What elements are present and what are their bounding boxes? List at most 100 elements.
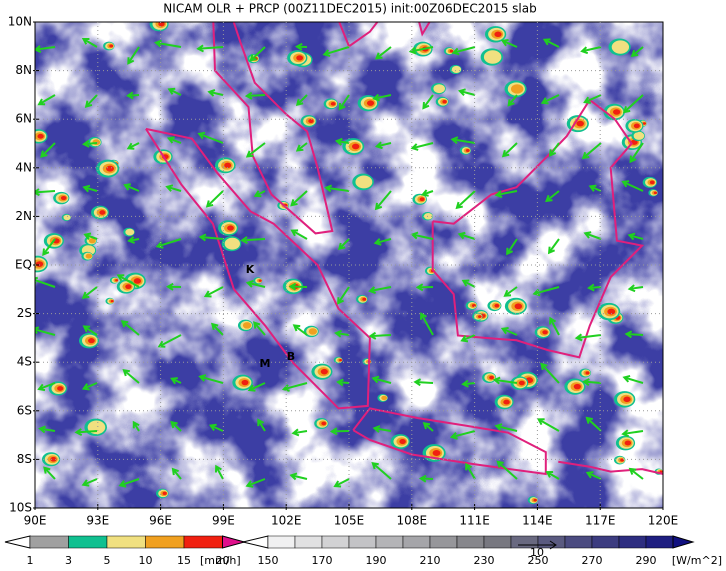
wind-arrow: [457, 88, 476, 96]
wind-arrow: [622, 94, 644, 114]
precip-cell: [115, 279, 119, 282]
precip-cell: [449, 49, 454, 53]
colorbar-label: 230: [474, 554, 495, 567]
wind-arrow: [247, 382, 266, 392]
precip-cell: [242, 322, 252, 329]
wind-arrow: [585, 471, 602, 480]
lon-label: 111E: [459, 514, 490, 528]
bar-segment: [591, 535, 620, 549]
colorbar-label: 170: [312, 554, 333, 567]
lon-label: 90E: [24, 514, 47, 528]
wind-arrow: [333, 478, 350, 488]
wind-arrow: [457, 231, 476, 240]
precip-cell: [158, 22, 165, 27]
precip-cell: [88, 338, 95, 344]
wind-arrow: [410, 231, 434, 240]
wind-arrow: [492, 376, 518, 385]
wind-arrow: [465, 462, 476, 480]
wind-arrow: [240, 236, 266, 245]
wind-arrow: [374, 190, 392, 211]
precip-cell: [451, 65, 462, 74]
wind-arrow: [408, 46, 434, 55]
wind-arrow: [127, 236, 140, 244]
precip-cell: [99, 210, 106, 215]
wind-arrow: [37, 382, 56, 392]
precip-cell: [471, 303, 476, 307]
bar-segment: [348, 535, 377, 549]
precip-cell: [366, 100, 375, 106]
lon-label: 105E: [334, 514, 365, 528]
precip-cell: [37, 133, 44, 139]
colorbar-unit: [W/m^2]: [672, 554, 722, 567]
precip-cell: [381, 395, 388, 401]
wind-arrow: [40, 142, 56, 158]
precip-cell: [433, 84, 445, 94]
precip-cell: [653, 191, 658, 195]
bar-segment: [564, 535, 593, 549]
precip-cell: [85, 253, 93, 259]
precip-cell: [510, 84, 524, 94]
wind-arrow: [460, 334, 476, 343]
precip-cell: [542, 330, 548, 335]
wind-arrow: [84, 94, 98, 108]
wind-arrow: [422, 94, 434, 110]
wind-arrow: [580, 46, 602, 55]
wind-arrow: [245, 478, 266, 488]
precip-cell: [478, 315, 482, 318]
wind-arrow: [157, 334, 182, 348]
precip-cell: [533, 498, 537, 502]
wind-arrow: [257, 418, 266, 432]
wind-arrow: [624, 330, 644, 339]
wind-arrow: [208, 423, 224, 432]
wind-arrow: [83, 232, 98, 240]
wind-arrow: [410, 142, 434, 151]
lon-label: 102E: [271, 514, 302, 528]
precip-cell: [35, 261, 44, 267]
lat-label: 4S: [17, 355, 32, 369]
precip-cell: [355, 175, 373, 189]
wind-arrow: [422, 422, 434, 432]
wind-arrow: [587, 283, 602, 292]
wind-arrow: [494, 423, 518, 432]
precip-cell: [110, 299, 114, 303]
precip-cell: [489, 375, 494, 380]
wind-arrow: [506, 238, 518, 256]
colorbar-label: 3: [65, 554, 72, 567]
wind-arrow: [368, 331, 392, 340]
wind-arrow: [413, 378, 434, 387]
bar-segment: [29, 535, 69, 549]
lon-label: 96E: [149, 514, 172, 528]
bar-segment: [106, 535, 146, 549]
colorbar-label: 20: [216, 554, 230, 567]
lon-label: 99E: [212, 514, 235, 528]
colorbar-label: 250: [528, 554, 549, 567]
colorbar-label: 5: [104, 554, 111, 567]
plot-area: [35, 22, 663, 508]
colorbar-label: 15: [177, 554, 191, 567]
precip-cell: [162, 491, 167, 496]
precip-cell: [659, 470, 663, 473]
wind-arrow: [290, 229, 308, 240]
wind-arrow: [245, 280, 266, 288]
precip-cell: [642, 122, 647, 125]
wind-arrow: [337, 286, 350, 305]
precip-cell: [573, 383, 581, 390]
wind-arrow: [545, 471, 560, 480]
wind-arrow: [205, 190, 224, 208]
bar-segment: [429, 535, 458, 549]
bar-segment: [483, 535, 512, 549]
wind-arrow: [37, 94, 56, 106]
coastline: [212, 22, 334, 235]
colorbar-label: 270: [582, 554, 603, 567]
title: NICAM OLR + PRCP (00Z11DEC2015) init:00Z…: [163, 2, 536, 16]
wind-arrow: [43, 466, 56, 480]
precip-cell: [50, 456, 57, 462]
lat-label: 6S: [17, 403, 32, 417]
wind-arrow: [155, 238, 182, 249]
precip-cell: [503, 399, 510, 405]
bar-segment: [456, 535, 485, 549]
bar-segment: [375, 535, 404, 549]
wind-arrow: [451, 46, 476, 56]
